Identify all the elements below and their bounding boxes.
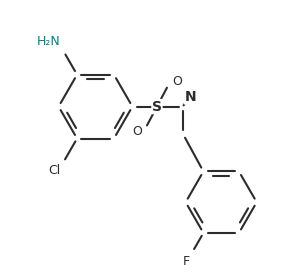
- Text: N: N: [184, 90, 196, 104]
- Text: H₂N: H₂N: [37, 35, 61, 48]
- Text: S: S: [152, 100, 162, 114]
- Text: O: O: [132, 125, 142, 138]
- Text: Cl: Cl: [48, 164, 61, 177]
- Text: F: F: [183, 255, 190, 268]
- Text: O: O: [172, 76, 182, 89]
